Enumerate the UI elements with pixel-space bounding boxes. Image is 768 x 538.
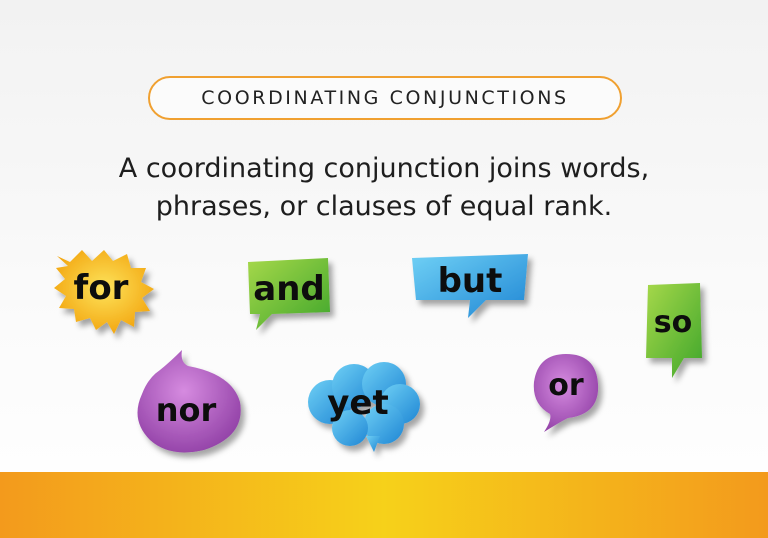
bubble-nor: nor — [138, 350, 241, 452]
word-for: for — [74, 268, 129, 308]
bottom-color-band — [0, 472, 768, 538]
word-so: so — [654, 305, 692, 340]
bubble-or: or — [534, 354, 598, 432]
bubble-yet: yet — [308, 362, 420, 452]
word-and: and — [253, 269, 325, 309]
word-nor: nor — [156, 391, 217, 429]
word-yet: yet — [327, 383, 388, 423]
word-but: but — [438, 261, 503, 301]
bubble-for: for — [54, 250, 154, 334]
bubble-but: but — [412, 254, 528, 318]
word-or: or — [548, 368, 584, 403]
bubble-and: and — [248, 258, 330, 330]
bubble-so: so — [646, 283, 702, 378]
